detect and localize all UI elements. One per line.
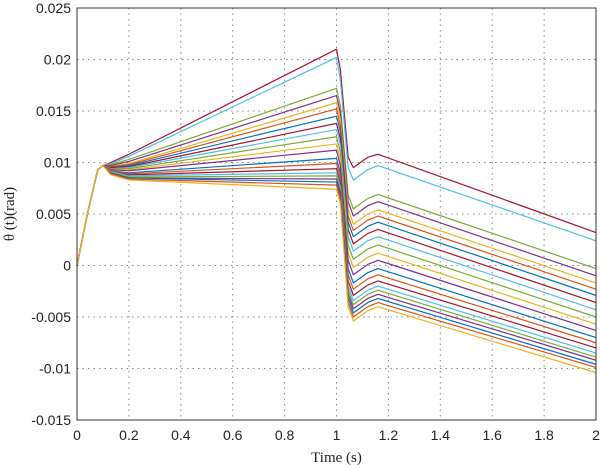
series-line	[76, 115, 597, 296]
y-tick-label: 0	[63, 258, 71, 274]
y-tick-label: -0.015	[31, 412, 71, 428]
y-tick-label: 0.02	[44, 52, 71, 68]
x-tick-label: 1.4	[431, 427, 451, 443]
y-tick-labels: -0.015 -0.01 -0.005 0 0.005 0.01 0.015 0.02 0.02…	[31, 0, 71, 428]
x-tick-labels: 0 0.2 0.4 0.6 0.8 1 1.2 1.4 1.6 1.8 2	[73, 427, 600, 443]
series-line	[76, 164, 597, 374]
x-tick-label: 1.2	[379, 427, 399, 443]
y-tick-label: 0.025	[36, 0, 71, 16]
y-tick-label: -0.01	[39, 361, 71, 377]
plot-frame	[76, 7, 597, 421]
y-tick-label: 0.01	[44, 155, 71, 171]
x-tick-label: 1.8	[534, 427, 554, 443]
x-tick-label: 2	[592, 427, 600, 443]
x-tick-label: 0.8	[275, 427, 295, 443]
y-axis-title: θ (t)(rad)	[2, 187, 18, 241]
x-tick-label: 1.6	[482, 427, 502, 443]
series-line	[76, 164, 597, 354]
series-group	[76, 48, 597, 374]
x-tick-label: 0.4	[171, 427, 191, 443]
x-tick-label: 1	[333, 427, 341, 443]
x-tick-label: 0.2	[119, 427, 139, 443]
y-tick-label: 0.005	[36, 206, 71, 222]
x-tick-label: 0.6	[223, 427, 243, 443]
x-axis-title: Time (s)	[311, 450, 362, 466]
x-tick-label: 0	[73, 427, 81, 443]
y-tick-label: 0.015	[36, 103, 71, 119]
y-tick-label: -0.005	[31, 309, 71, 325]
